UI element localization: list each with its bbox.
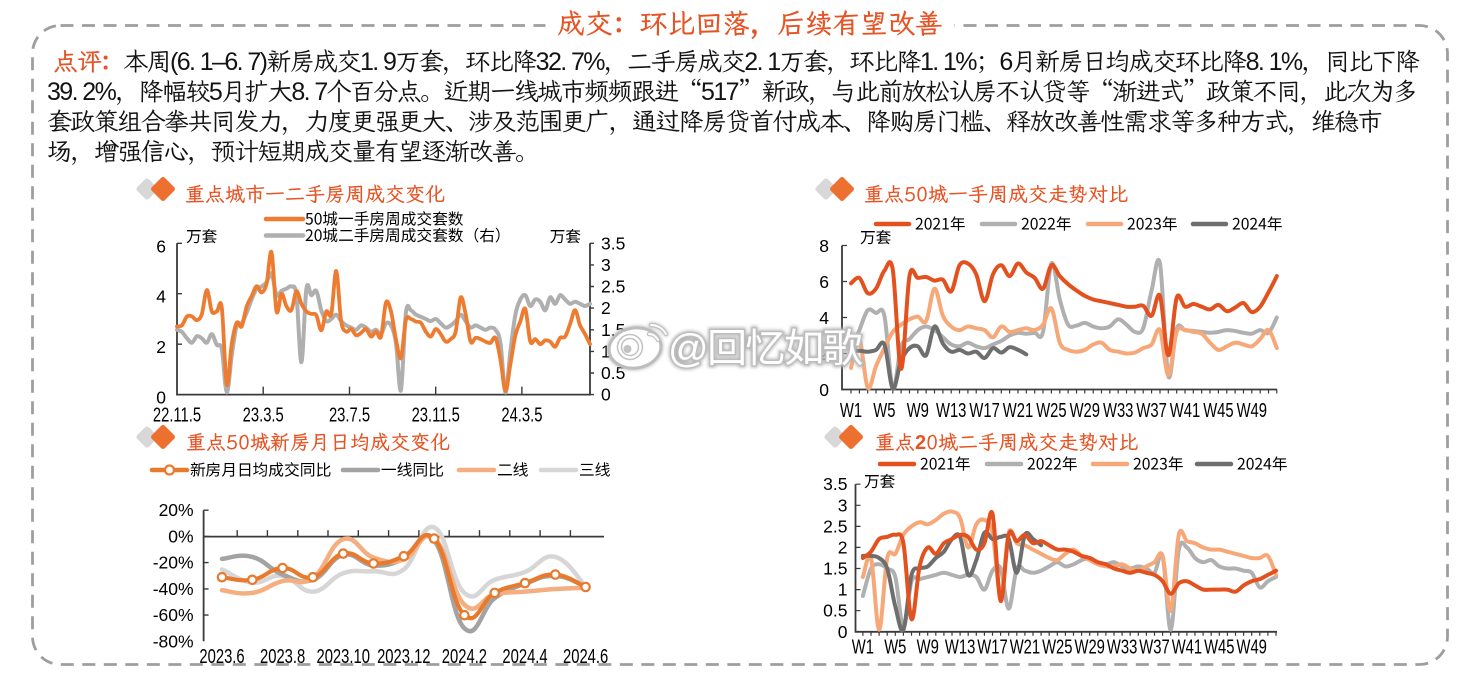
svg-text:50城一手房周成交套数: 50城一手房周成交套数 [305, 207, 464, 230]
svg-text:0: 0 [156, 388, 166, 408]
svg-text:2024.2: 2024.2 [442, 645, 487, 668]
svg-text:2024.6: 2024.6 [563, 645, 608, 668]
svg-text:0: 0 [838, 622, 848, 642]
svg-text:一线同比: 一线同比 [381, 458, 444, 481]
svg-text:6: 6 [819, 272, 829, 292]
svg-text:0.5: 0.5 [601, 363, 625, 383]
svg-text:W13: W13 [945, 635, 975, 658]
svg-text:@回忆如歌: @回忆如歌 [668, 316, 863, 374]
svg-text:23.7.5: 23.7.5 [329, 403, 370, 426]
svg-text:22.11.5: 22.11.5 [153, 403, 201, 426]
svg-text:W41: W41 [1170, 399, 1200, 422]
svg-text:W21: W21 [1010, 635, 1040, 658]
svg-text:4: 4 [819, 308, 829, 328]
svg-text:3: 3 [838, 495, 848, 515]
svg-text:W5: W5 [884, 635, 906, 658]
svg-text:W29: W29 [1070, 399, 1100, 422]
svg-text:@回忆如歌: @回忆如歌 [668, 316, 863, 374]
svg-text:20%: 20% [159, 500, 194, 520]
svg-text:2: 2 [601, 298, 611, 318]
svg-text:24.3.5: 24.3.5 [501, 403, 542, 426]
svg-text:1.5: 1.5 [823, 559, 847, 579]
svg-text:3: 3 [601, 255, 611, 275]
svg-text:W37: W37 [1136, 399, 1166, 422]
svg-text:W49: W49 [1237, 399, 1267, 422]
svg-text:W29: W29 [1074, 635, 1104, 658]
svg-text:2: 2 [838, 537, 848, 557]
svg-text:2: 2 [819, 344, 829, 364]
svg-text:2021年: 2021年 [920, 452, 971, 475]
svg-text:23.3.5: 23.3.5 [243, 403, 284, 426]
svg-text:2023.10: 2023.10 [316, 645, 370, 668]
svg-text:重点城市一二手房周成交变化: 重点城市一二手房周成交变化 [185, 180, 445, 207]
svg-text:2024年: 2024年 [1232, 212, 1283, 235]
svg-text:W25: W25 [1042, 635, 1073, 658]
svg-text:0%: 0% [168, 526, 193, 546]
svg-text:4: 4 [156, 287, 166, 307]
svg-text:W25: W25 [1036, 399, 1067, 422]
svg-text:W13: W13 [936, 399, 966, 422]
svg-text:W41: W41 [1172, 635, 1202, 658]
svg-text:重点50城一手周成交走势对比: 重点50城一手周成交走势对比 [864, 180, 1128, 207]
svg-text:23.11.5: 23.11.5 [412, 403, 460, 426]
svg-text:万套: 万套 [860, 225, 892, 248]
svg-text:-20%: -20% [153, 553, 194, 573]
svg-text:二线: 二线 [497, 458, 528, 481]
svg-text:2024年: 2024年 [1237, 452, 1288, 475]
svg-text:三线: 三线 [579, 458, 610, 481]
svg-text:2024.4: 2024.4 [502, 645, 547, 668]
svg-text:W21: W21 [1003, 399, 1033, 422]
svg-text:0: 0 [601, 385, 611, 405]
svg-text:-60%: -60% [153, 605, 194, 625]
svg-text:2.5: 2.5 [601, 277, 625, 297]
svg-text:万套: 万套 [186, 224, 218, 247]
svg-text:W9: W9 [907, 399, 929, 422]
svg-text:3.5: 3.5 [601, 233, 625, 253]
svg-text:2023.8: 2023.8 [260, 645, 305, 668]
svg-text:2: 2 [156, 337, 166, 357]
svg-text:万套: 万套 [550, 224, 582, 247]
svg-text:2023.6: 2023.6 [199, 645, 244, 668]
svg-text:-40%: -40% [153, 579, 194, 599]
svg-text:2023.12: 2023.12 [377, 645, 430, 668]
svg-text:W9: W9 [917, 635, 939, 658]
svg-text:1: 1 [838, 580, 848, 600]
svg-text:2022年: 2022年 [1027, 452, 1078, 475]
svg-text:W49: W49 [1236, 635, 1266, 658]
svg-text:0: 0 [819, 380, 829, 400]
svg-text:W5: W5 [873, 399, 895, 422]
svg-text:W1: W1 [852, 635, 874, 658]
svg-text:6: 6 [156, 236, 166, 256]
svg-text:20城二手房周成交套数（右）: 20城二手房周成交套数（右） [305, 223, 511, 246]
svg-text:-80%: -80% [153, 631, 194, 651]
svg-text:0.5: 0.5 [823, 601, 847, 621]
svg-text:重点20城二手周成交走势对比: 重点20城二手周成交走势对比 [875, 428, 1138, 455]
svg-text:3.5: 3.5 [823, 474, 847, 494]
svg-text:W45: W45 [1203, 399, 1234, 422]
svg-text:W17: W17 [969, 399, 999, 422]
svg-text:2023年: 2023年 [1133, 452, 1184, 475]
svg-text:2022年: 2022年 [1021, 212, 1072, 235]
svg-text:1: 1 [601, 341, 611, 361]
svg-text:2023年: 2023年 [1127, 212, 1178, 235]
svg-text:W1: W1 [840, 399, 862, 422]
svg-text:新房月日均成交同比: 新房月日均成交同比 [190, 458, 331, 481]
svg-text:2.5: 2.5 [823, 516, 847, 536]
svg-text:重点50城新房月日均成交变化: 重点50城新房月日均成交变化 [186, 428, 450, 455]
svg-text:8: 8 [819, 236, 829, 256]
svg-text:W33: W33 [1107, 635, 1137, 658]
svg-text:W33: W33 [1103, 399, 1133, 422]
svg-text:2021年: 2021年 [915, 212, 966, 235]
svg-text:W17: W17 [977, 635, 1007, 658]
svg-text:W45: W45 [1204, 635, 1235, 658]
svg-text:W37: W37 [1139, 635, 1169, 658]
svg-text:万套: 万套 [864, 469, 896, 492]
